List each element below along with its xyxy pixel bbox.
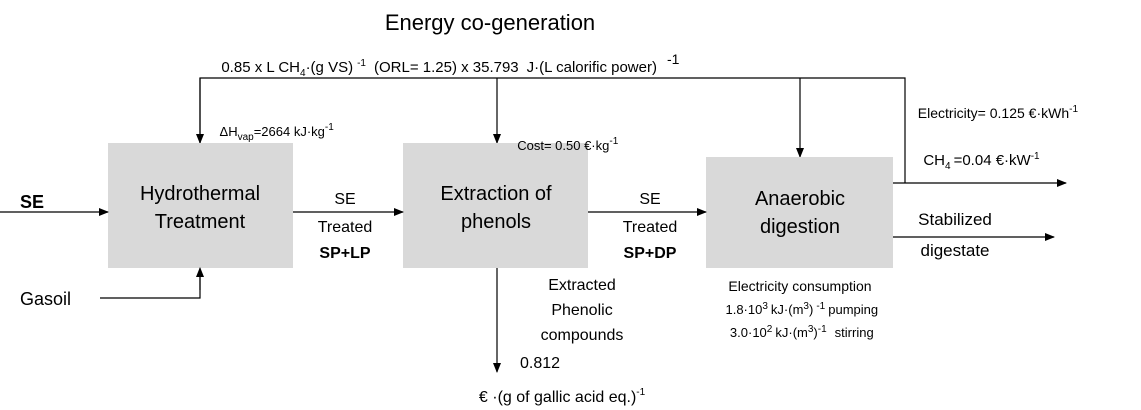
text-part: =2664 kJ·kg [254,124,325,139]
consumption-title: Electricity consumption [728,278,871,294]
electricity-price: Electricity= 0.125 €·kWh-1 [910,99,1082,121]
input-label: SE [20,192,44,212]
node-label: digestion [760,216,840,238]
text-part: stirring [835,325,874,340]
text-part: kJ·(m [771,302,804,317]
node-label: Hydrothermal [140,183,260,205]
output-label: Phenolic [551,302,612,319]
superscript: 3 [762,301,768,312]
text-part: Electricity= 0.125 €·kWh [918,105,1069,121]
superscript: 3 [808,324,814,335]
formula-part: 0.85 x L CH [221,59,300,76]
superscript: 2 [767,324,773,335]
stream-label: SP+LP [319,245,370,262]
input-label: Gasoil [20,289,71,309]
consumption-line: 3.0·102 kJ·(m3)-1 stirring [723,324,878,340]
superscript: -1 [325,122,334,133]
subscript: vap [238,132,255,143]
text-part: ΔH [220,124,238,139]
superscript: -1 [1069,104,1078,115]
stream-label: SE [639,191,660,208]
output-unit: € ·(g of gallic acid eq.)-1 [470,382,650,406]
subscript: 4 [300,68,306,79]
top-formula: 0.85 x L CH4·(g VS) -1 (ORL= 1.25) x 35.79… [213,51,684,79]
formula-part: (ORL= 1.25) x 35.793 [374,59,519,76]
text-part: =0.04 €·kW [954,152,1032,169]
stream-label: SP+DP [624,245,677,262]
consumption-line: 1.8·103 kJ·(m3) -1 pumping [718,301,881,317]
node-label: phenols [461,211,531,233]
formula-part: ·(g VS) [306,59,354,76]
node-box [108,143,293,268]
node-cost: Cost= 0.50 €·kg-1 [510,132,622,153]
text-part: ) [809,302,813,317]
stream-label: Treated [623,219,678,236]
text-part: kJ·(m [775,325,808,340]
title: Energy co-generation [385,10,595,35]
superscript: -1 [609,136,618,147]
formula-part: J·(L calorific power) [527,59,657,76]
text-part: € ·(g of gallic acid eq.) [479,389,636,406]
node-label: Anaerobic [755,188,845,210]
node-cost: ΔHvap=2664 kJ·kg-1 [213,118,337,143]
superscript: -1 [818,324,827,335]
output-label: Stabilized [918,210,992,229]
output-label: compounds [541,327,624,344]
node-label: Extraction of [440,183,552,205]
text-part: 3.0·10 [730,325,767,340]
stream-label: Treated [318,219,373,236]
text-part: 1.8·10 [725,302,762,317]
node-box [403,143,588,268]
gasoil-line [100,272,201,299]
text-part: ) [813,325,817,340]
stream-label: SE [334,191,355,208]
superscript: -1 [636,387,645,398]
superscript: -1 [1031,151,1040,162]
superscript: -1 [667,51,680,67]
text-part: pumping [828,302,878,317]
output-label: Extracted [548,277,616,294]
text-part: Cost= 0.50 €·kg [517,138,609,153]
output-price: 0.812 [520,355,560,372]
text-part: CH [923,152,945,169]
node-box [706,157,893,268]
output-label: digestate [921,241,990,260]
node-label: Treatment [155,211,246,233]
superscript: 3 [803,301,809,312]
superscript: -1 [357,58,366,69]
superscript: -1 [816,301,825,312]
methane-price: CH4 =0.04 €·kW-1 [915,146,1044,172]
subscript: 4 [945,161,951,172]
